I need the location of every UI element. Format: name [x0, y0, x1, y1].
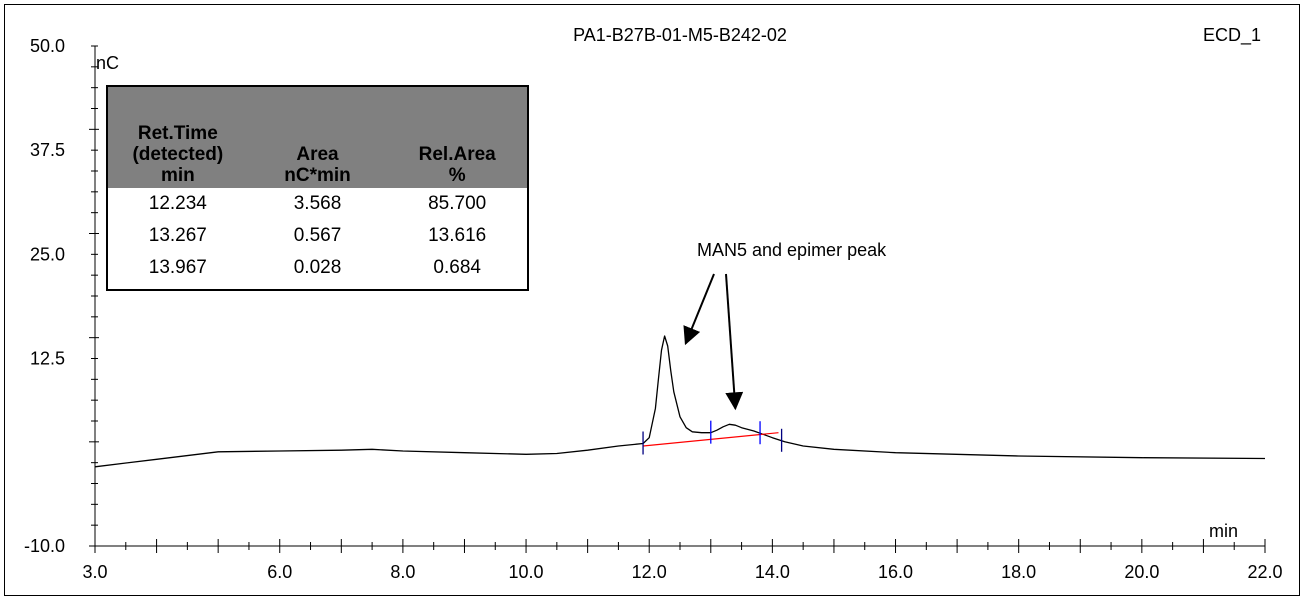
- y-ticks: -10.0 12.5 25.0 37.5 50.0: [24, 36, 99, 556]
- annotation-arrow: [683, 273, 715, 346]
- x-tick-label: 6.0: [267, 562, 292, 582]
- series-layer: [94, 335, 1266, 468]
- x-tick-label: 16.0: [878, 562, 913, 582]
- y-tick-label: 50.0: [30, 36, 65, 56]
- table-cell: 13.967: [148, 257, 207, 278]
- x-tick-label: 22.0: [1247, 562, 1282, 582]
- x-tick-label: 12.0: [632, 562, 667, 582]
- peak-delimiters: [642, 420, 783, 455]
- chart-frame: [4, 4, 1300, 596]
- annotation-layer: [683, 273, 744, 411]
- x-axis-label: min: [1209, 521, 1238, 541]
- x-tick-label: 8.0: [390, 562, 415, 582]
- table-cell: 0.567: [293, 225, 342, 246]
- header-cell-ret-time: Ret.Time (detected) min: [132, 123, 224, 186]
- x-tick-label: 18.0: [1001, 562, 1036, 582]
- header-cell-area: Area nC*min: [284, 144, 351, 186]
- table-cell: 3.568: [293, 193, 342, 214]
- x-tick-label: 20.0: [1124, 562, 1159, 582]
- table-cell: 12.234: [148, 193, 207, 214]
- chart-title: PA1-B27B-01-M5-B242-02: [573, 25, 787, 45]
- peak-table-header: Ret.Time (detected) min Area nC*min Rel.…: [108, 87, 527, 188]
- y-tick-label: 12.5: [30, 349, 65, 369]
- x-tick-label: 14.0: [755, 562, 790, 582]
- table-row: 13.267 0.567 13.616: [108, 220, 527, 252]
- signal-trace-line: [94, 335, 1266, 468]
- y-tick-label: 25.0: [30, 244, 65, 264]
- peak-table: Ret.Time (detected) min Area nC*min Rel.…: [106, 85, 529, 291]
- x-tick-label: 3.0: [82, 562, 107, 582]
- table-cell: 13.616: [428, 225, 487, 246]
- annotation-arrow: [725, 273, 744, 411]
- table-row: 13.967 0.028 0.684: [108, 252, 527, 284]
- y-tick-label: -10.0: [24, 536, 65, 556]
- table-cell: 13.267: [148, 225, 207, 246]
- y-axis-label: nC: [96, 53, 119, 73]
- table-cell: 0.028: [293, 257, 342, 278]
- x-ticks: 3.0 6.0 8.0 10.0 12.0 14.0 16.0 18.0 20.0 22.0: [82, 539, 1283, 582]
- annotation-text: MAN5 and epimer peak: [697, 240, 887, 260]
- table-row: 12.234 3.568 85.700: [108, 188, 527, 220]
- table-cell: 0.684: [433, 257, 481, 278]
- table-cell: 85.700: [428, 193, 487, 214]
- header-cell-rel-area: Rel.Area %: [418, 144, 496, 186]
- y-tick-label: 37.5: [30, 140, 65, 160]
- channel-label: ECD_1: [1203, 25, 1261, 46]
- x-tick-label: 10.0: [509, 562, 544, 582]
